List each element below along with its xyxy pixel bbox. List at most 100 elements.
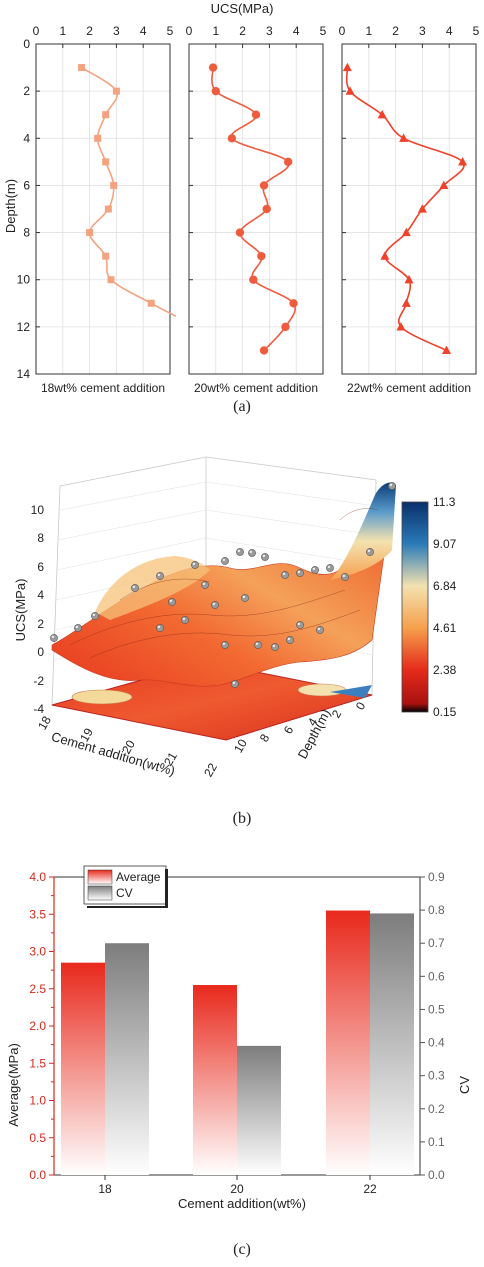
x-tick-label: 3 [266, 24, 273, 38]
data-point-circle [227, 134, 237, 143]
panel-b-sample-points [50, 482, 396, 688]
panel-b-x-axis-title: Cement addition(wt%) [50, 729, 177, 779]
subplot-label: 18wt% cement addition [41, 381, 165, 395]
z-tick-label: 6 [37, 560, 44, 574]
sample-sphere-highlight [242, 595, 246, 599]
legend-label-average: Average [116, 870, 161, 884]
data-point-square [102, 252, 110, 260]
sample-sphere-highlight [327, 565, 331, 569]
subplot-frame [35, 43, 171, 375]
sample-sphere-highlight [255, 642, 259, 646]
x-tick-label: 20 [230, 1182, 244, 1196]
data-point-square [102, 111, 110, 119]
x-tick-label: 22 [201, 760, 220, 779]
z-tick-label: 4 [37, 588, 44, 602]
bar-cv [237, 1045, 281, 1175]
sample-sphere-highlight [182, 617, 186, 621]
panel-b-z-ticks: 10 8 6 4 2 0 -2 -4 [31, 503, 45, 716]
sample-sphere-highlight [237, 549, 241, 553]
x-tick-label: 3 [113, 24, 120, 38]
data-point-circle [289, 299, 298, 308]
subplot-label: 22wt% cement addition [347, 381, 471, 395]
subplot-label: 20wt% cement addition [194, 381, 318, 395]
data-point-circle [251, 110, 261, 119]
sample-sphere [341, 573, 349, 581]
y2-tick-label: 0.2 [428, 1102, 445, 1116]
sample-sphere-highlight [51, 635, 55, 639]
y-tick-label: 8 [23, 226, 30, 240]
sample-sphere [168, 598, 176, 606]
x-tick-label: 2 [239, 24, 246, 38]
colorbar-tick-label: 11.3 [433, 495, 456, 509]
x-tick-label: 0 [186, 24, 193, 38]
sample-sphere [248, 549, 256, 557]
data-point-triangle [401, 298, 411, 307]
data-point-triangle [380, 251, 390, 260]
panel-a-ucs-depth-profiles: UCS(MPa) Depth(m) 0 1 2 3 4 50246810121418wt%… [3, 1, 480, 415]
bar-average [326, 910, 370, 1175]
sample-sphere [311, 566, 319, 574]
sample-sphere [236, 548, 244, 556]
y-tick-label: 0 [23, 37, 30, 51]
panel-b-colorbar [401, 501, 429, 713]
sample-sphere [191, 561, 199, 569]
x-tick-label: 3 [419, 24, 426, 38]
data-point-square [104, 205, 112, 213]
subplot-frame [188, 43, 324, 375]
z-tick-label: 0 [37, 645, 44, 659]
sample-sphere-highlight [202, 582, 206, 586]
y2-tick-label: 0.4 [428, 1036, 445, 1050]
x-tick-label: 4 [446, 24, 453, 38]
x-tick-label: 18 [35, 713, 54, 732]
sample-sphere-highlight [232, 681, 236, 685]
sample-sphere [296, 569, 304, 577]
sample-sphere [271, 643, 279, 651]
data-point-triangle [345, 86, 355, 95]
data-point-circle [235, 228, 245, 237]
data-point-triangle [404, 274, 414, 284]
y2-tick-label: 0.5 [428, 1002, 445, 1016]
data-point-triangle [396, 322, 406, 331]
sample-sphere-highlight [389, 483, 393, 487]
bar-cv [105, 943, 149, 1175]
sample-sphere-highlight [262, 554, 266, 558]
data-point-square [78, 64, 86, 72]
sample-sphere-highlight [297, 570, 301, 574]
data-point-square [94, 134, 102, 142]
panel-c-y-axis-title: Average(MPa) [6, 1043, 21, 1127]
y-tick-label: 0.5 [29, 1131, 46, 1145]
sample-sphere-highlight [132, 585, 136, 589]
panel-b-3d-surface: 10 8 6 4 2 0 -2 -4 UCS(MPa) 18 19 20 21 … [13, 456, 457, 827]
data-point-triangle [399, 133, 409, 142]
data-point-square [86, 229, 94, 237]
x-tick-label: 2 [86, 24, 93, 38]
data-point-circle [208, 63, 218, 72]
legend-swatch-average [87, 869, 113, 885]
y-tick-label: 8 [257, 731, 273, 744]
x-tick-label: 2 [392, 24, 399, 38]
sample-sphere-highlight [367, 549, 371, 553]
data-point-circle [262, 204, 271, 214]
legend-swatch-cv [87, 885, 113, 901]
x-tick-label: 20 [119, 737, 138, 756]
colorbar-tick-label: 2.38 [433, 663, 457, 677]
data-point-square [147, 299, 155, 307]
panel-b-z-axis-title: UCS(MPa) [13, 579, 28, 642]
sample-sphere [366, 548, 374, 556]
y-tick-label: 10 [17, 273, 31, 287]
y-tick-label: 3.0 [29, 945, 46, 959]
sample-sphere [316, 626, 324, 634]
y-tick-label: 4.0 [29, 870, 46, 884]
y2-tick-label: 0.9 [428, 870, 445, 884]
y-tick-label: 10 [231, 736, 250, 755]
y-tick-label: 6 [281, 723, 297, 736]
z-tick-label: 10 [31, 503, 45, 517]
panel-b-x-ticks: 18 19 20 21 22 [35, 713, 220, 779]
panel-b-surface-contours [69, 508, 379, 659]
profile-curve [81, 66, 177, 317]
sample-sphere [241, 594, 249, 602]
panel-b-surface-ridge [95, 556, 210, 620]
sample-sphere-highlight [222, 558, 226, 562]
sample-sphere-highlight [192, 562, 196, 566]
x-tick-label: 5 [473, 24, 480, 38]
